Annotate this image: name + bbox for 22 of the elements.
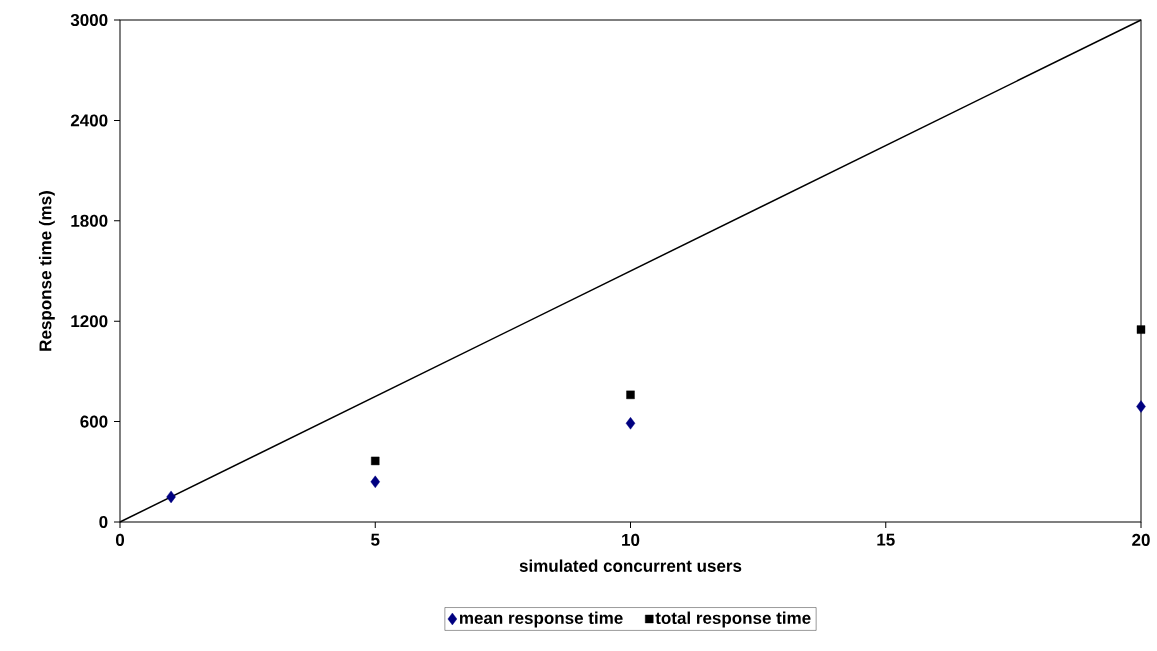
- y-tick-label: 2400: [70, 114, 108, 127]
- point: [626, 390, 635, 400]
- y-tick-label: 1200: [71, 315, 108, 328]
- x-tick-label: 5: [371, 533, 380, 546]
- x-tick-label: 20: [1132, 533, 1150, 546]
- legend-label: total response time: [655, 611, 811, 628]
- point: [371, 456, 380, 466]
- x-tick-label: 10: [622, 533, 640, 546]
- point: [1136, 325, 1146, 334]
- x-tick-label: 15: [877, 533, 895, 546]
- y-tick-label: 3000: [70, 13, 108, 27]
- point: [370, 475, 380, 489]
- x-axis-title: simulated concurrent users: [519, 559, 742, 572]
- y-tick-label: 600: [80, 415, 108, 428]
- point: [1136, 400, 1146, 413]
- point: [625, 417, 636, 430]
- legend-label: mean response time: [459, 611, 623, 628]
- y-tick-label: 0: [99, 515, 108, 529]
- x-tick-label: 0: [115, 533, 125, 546]
- y-axis-title: Response time (ms): [38, 191, 55, 351]
- point: [166, 490, 176, 504]
- y-tick-label: 1800: [71, 214, 108, 227]
